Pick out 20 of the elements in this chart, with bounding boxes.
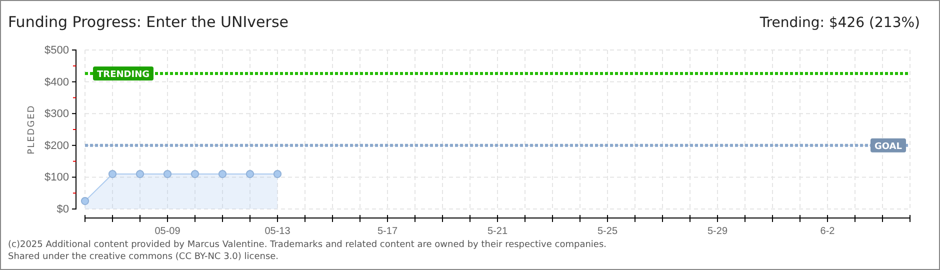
y-tick-label: $100 [44,172,69,184]
x-tick-label: 5-25 [597,226,618,237]
ref-line-label: GOAL [874,142,902,152]
x-tick-label: 05-13 [264,226,291,237]
x-tick-label: 05-09 [154,226,181,237]
text: Shared under the creative commons (CC BY-NC 3.0) license. [8,252,279,262]
y-axis-title: PLEDGED [27,104,37,154]
y-tick-label: $400 [44,76,69,88]
x-tick-label: 5-21 [487,226,508,237]
text: Trending: $426 (213%) [758,15,920,31]
y-tick-label: $0 [56,204,69,216]
x-tick-label: 6-2 [820,226,836,237]
y-tick-label: $300 [44,108,69,120]
y-tick-label: $200 [44,140,69,152]
ref-line-label: TRENDING [97,70,150,80]
x-tick-label: 5-29 [707,226,728,237]
y-tick-label: $500 [44,44,69,57]
text: (c)2025 Additional content provided by Marcus Valentine. Trademarks and related content are owned by their respective companies. [8,240,606,250]
x-tick-label: 5-17 [377,226,398,237]
chart-title: Funding Progress: Enter the UNIverse [8,13,288,31]
